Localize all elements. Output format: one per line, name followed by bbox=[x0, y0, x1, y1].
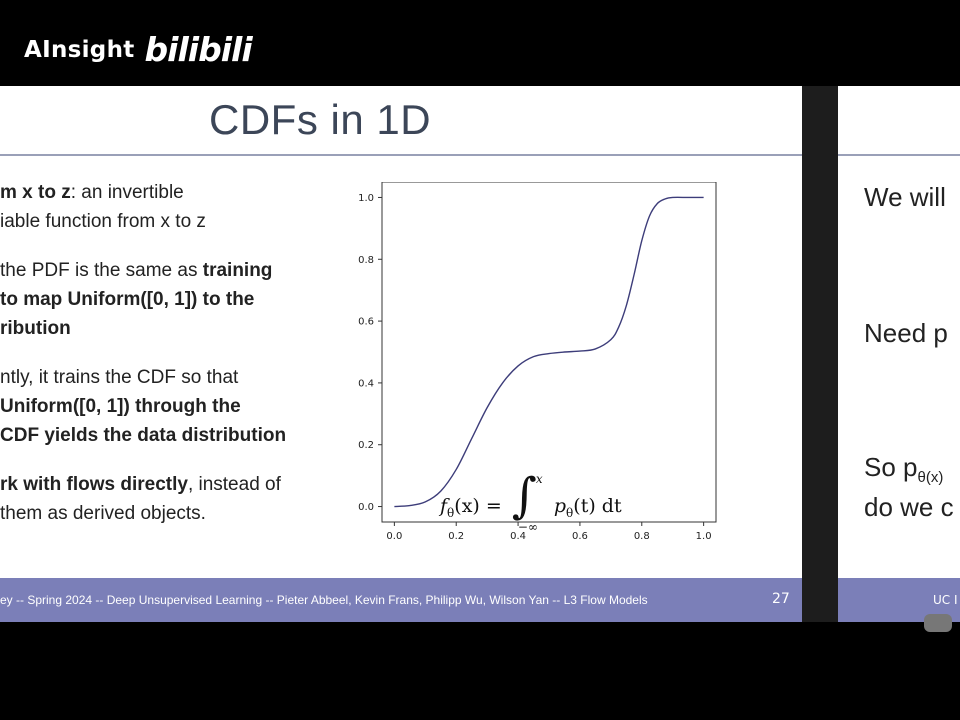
page-number: 27 bbox=[772, 591, 790, 607]
cdf-formula: fθ(x) = ∫ x −∞ pθ(t) dt bbox=[440, 468, 622, 534]
bullet-bold-text: ribution bbox=[0, 318, 71, 339]
bullet-line: to map Uniform([0, 1]) to the bbox=[0, 285, 330, 314]
bullet-text: , instead of bbox=[187, 474, 281, 495]
watermark: AInsight bilibili bbox=[24, 30, 253, 69]
x-tick-label: 0.4 bbox=[510, 531, 526, 542]
bullet-bold-text: m x to z bbox=[0, 182, 71, 203]
next-footer-text: UC I bbox=[933, 593, 958, 607]
bullet-list: m x to z: an invertible iable function fr… bbox=[0, 178, 330, 548]
bullet-line: ntly, it trains the CDF so that bbox=[0, 363, 330, 392]
bullet-item: the PDF is the same as training to map Un… bbox=[0, 256, 330, 343]
bullet-bold-text: Uniform([0, 1]) through the bbox=[0, 396, 241, 417]
integral-upper: x bbox=[535, 472, 543, 486]
bullet-item: m x to z: an invertible iable function fr… bbox=[0, 178, 330, 236]
bullet-item: rk with flows directly, instead of them a… bbox=[0, 470, 330, 528]
next-line-3-text: So p bbox=[864, 452, 918, 482]
y-tick-label: 0.2 bbox=[358, 440, 374, 451]
x-tick-label: 1.0 bbox=[696, 531, 712, 542]
x-tick-label: 0.8 bbox=[634, 531, 650, 542]
cdf-line bbox=[394, 196, 704, 508]
x-tick-label: 0.0 bbox=[386, 531, 402, 542]
bullet-bold-text: training bbox=[202, 260, 273, 281]
integral-lower: −∞ bbox=[517, 520, 538, 534]
bullet-text: the PDF is the same as bbox=[0, 260, 203, 281]
bullet-line: them as derived objects. bbox=[0, 499, 330, 528]
slide-title: CDFs in 1D bbox=[209, 96, 432, 143]
integral-sign: ∫ x −∞ bbox=[511, 468, 543, 534]
formula-integrand-sub: θ bbox=[566, 505, 574, 520]
bullet-text: them as derived objects. bbox=[0, 503, 206, 524]
bilibili-logo: bilibili bbox=[144, 30, 253, 69]
bullet-line: rk with flows directly, instead of bbox=[0, 470, 330, 499]
x-tick-label: 0.2 bbox=[448, 531, 464, 542]
formula-integrand: p bbox=[553, 495, 567, 517]
bullet-line: CDF yields the data distribution bbox=[0, 421, 330, 450]
bullet-line: m x to z: an invertible bbox=[0, 178, 330, 207]
bullet-line: iable function from x to z bbox=[0, 207, 330, 236]
y-tick-label: 0.8 bbox=[358, 255, 374, 266]
formula-lhs-arg: (x) = bbox=[454, 495, 502, 517]
slide-footer: ey -- Spring 2024 -- Deep Unsupervised L… bbox=[0, 578, 802, 622]
next-line-3: So pθ(x) bbox=[864, 452, 943, 486]
formula-lhs-sub: θ bbox=[447, 505, 455, 520]
next-line-1: We will bbox=[864, 182, 946, 212]
next-line-3-theta: θ(x) bbox=[917, 469, 944, 487]
watermark-brand: AInsight bbox=[24, 36, 135, 63]
x-tick-label: 0.6 bbox=[572, 531, 588, 542]
footer-course-text: ey -- Spring 2024 -- Deep Unsupervised L… bbox=[0, 593, 648, 607]
bullet-line: the PDF is the same as training bbox=[0, 256, 330, 285]
scroll-handle[interactable] bbox=[924, 614, 952, 632]
bullet-text: iable function from x to z bbox=[0, 211, 206, 232]
bullet-line: Uniform([0, 1]) through the bbox=[0, 392, 330, 421]
plot-frame bbox=[381, 182, 717, 523]
bullet-item: ntly, it trains the CDF so that Uniform(… bbox=[0, 363, 330, 450]
bullet-text: : an invertible bbox=[70, 182, 184, 203]
next-slide-preview: We will Need p So pθ(x) do we c bbox=[838, 86, 960, 578]
y-tick-label: 0.6 bbox=[358, 317, 374, 328]
y-tick-label: 0.0 bbox=[358, 502, 374, 513]
bullet-line: ribution bbox=[0, 314, 330, 343]
formula-integrand-arg: (t) dt bbox=[573, 495, 622, 517]
y-tick-label: 0.4 bbox=[358, 378, 374, 389]
next-line-2: Need p bbox=[864, 318, 948, 348]
y-tick-label: 1.0 bbox=[358, 193, 374, 204]
title-divider bbox=[0, 154, 802, 156]
slide: CDFs in 1D m x to z: an invertible iable … bbox=[0, 86, 802, 618]
next-title-divider bbox=[838, 154, 960, 156]
bullet-bold-text: CDF yields the data distribution bbox=[0, 425, 287, 446]
bullet-bold-text: rk with flows directly bbox=[0, 474, 188, 495]
bullet-text: ntly, it trains the CDF so that bbox=[0, 367, 239, 388]
cdf-chart: 0.0 0.2 0.4 0.6 0.8 1.0 0.0 0.2 0.4 0.6 0.8 1.0 bbox=[358, 182, 717, 542]
next-line-4: do we c bbox=[864, 492, 954, 522]
slide-divider bbox=[802, 86, 838, 622]
bullet-bold-text: to map Uniform([0, 1]) to the bbox=[0, 289, 255, 310]
formula-lhs: f bbox=[440, 495, 448, 517]
